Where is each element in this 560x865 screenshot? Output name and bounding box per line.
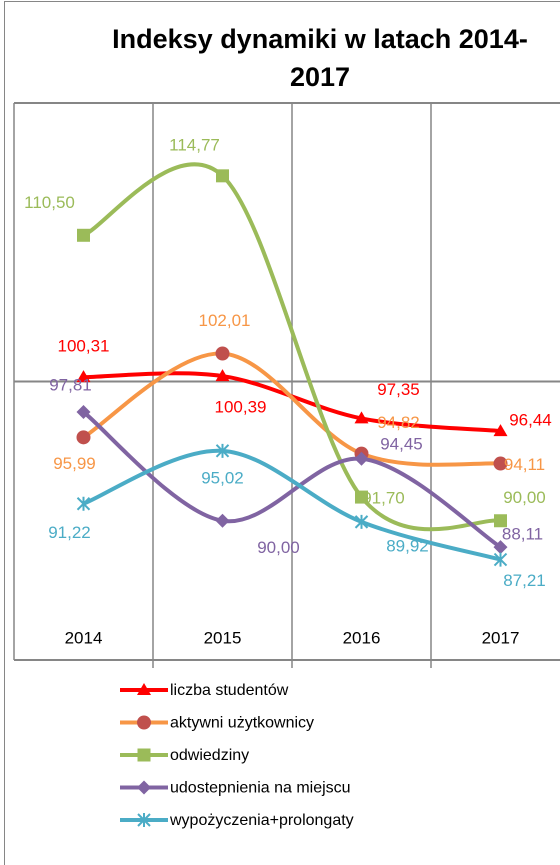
data-label: 95,02 — [201, 468, 244, 487]
marker — [493, 456, 508, 471]
marker — [215, 346, 230, 361]
marker — [493, 552, 508, 567]
legend-marker — [137, 780, 151, 795]
data-label: 96,44 — [509, 411, 552, 430]
marker — [216, 169, 229, 183]
series-line — [82, 162, 501, 532]
data-label: 100,31 — [58, 337, 110, 356]
legend-marker — [137, 683, 151, 695]
series-line — [82, 448, 502, 562]
data-label: 87,21 — [503, 571, 546, 590]
data-label: 91,70 — [362, 489, 405, 508]
marker — [76, 496, 91, 511]
series-line — [82, 410, 502, 549]
x-tick-label: 2015 — [204, 628, 242, 647]
data-label: 100,39 — [215, 398, 267, 417]
legend-label: aktywni użytkownicy — [170, 715, 314, 732]
marker — [493, 424, 508, 437]
marker — [77, 228, 90, 242]
marker — [215, 513, 230, 528]
data-label: 94,82 — [377, 413, 420, 432]
data-label: 91,22 — [48, 523, 91, 542]
data-label: 90,00 — [257, 538, 300, 557]
marker — [354, 514, 369, 529]
legend-marker — [137, 813, 151, 827]
marker — [494, 514, 507, 528]
marker — [354, 411, 369, 424]
data-label: 114,77 — [169, 135, 220, 154]
chart-frame — [4, 1, 560, 865]
data-label: 97,81 — [49, 375, 92, 394]
data-label: 94,11 — [504, 455, 545, 474]
x-tick-label: 2014 — [65, 628, 103, 647]
data-label: 89,92 — [386, 536, 429, 555]
data-label: 97,35 — [377, 380, 420, 399]
marker — [493, 540, 508, 555]
marker — [215, 369, 230, 382]
legend-marker — [137, 748, 151, 762]
x-tick-label: 2017 — [482, 628, 520, 647]
marker — [355, 490, 368, 504]
x-tick-label: 2016 — [343, 628, 381, 647]
marker — [354, 451, 369, 466]
data-label: 94,45 — [380, 434, 423, 453]
marker — [215, 443, 230, 458]
legend-label: wypożyczenia+prolongaty — [169, 812, 354, 829]
marker — [76, 370, 91, 383]
data-label: 110,50 — [24, 193, 75, 212]
marker — [76, 404, 91, 419]
marker — [76, 430, 91, 445]
data-label: 95,99 — [53, 454, 96, 473]
legend-label: udostepnienia na miejscu — [170, 780, 351, 797]
data-label: 90,00 — [503, 488, 546, 507]
legend-label: odwiedziny — [170, 747, 249, 764]
data-label: 102,01 — [199, 311, 251, 330]
legend-label: liczba studentów — [170, 682, 289, 699]
series-line — [82, 351, 501, 467]
legend-marker — [137, 715, 151, 730]
data-label: 88,11 — [502, 525, 543, 544]
chart-title: Indeksy dynamiki w latach 2014-2017 — [112, 24, 528, 92]
